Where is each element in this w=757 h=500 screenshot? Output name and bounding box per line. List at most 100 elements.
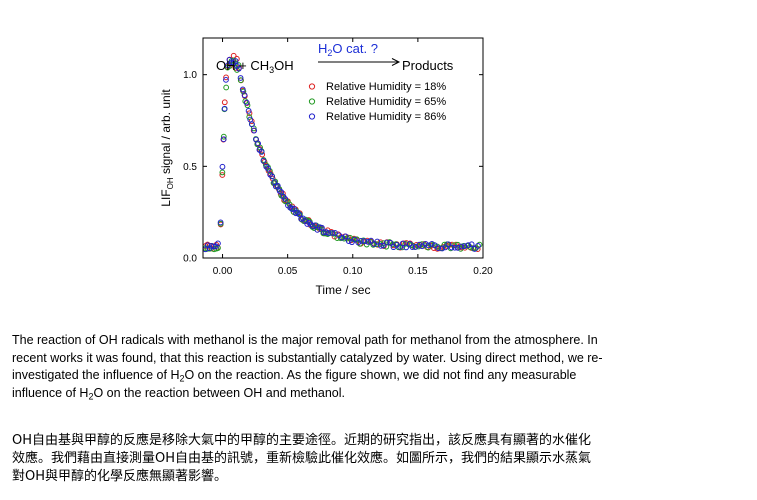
data-point <box>247 116 254 123</box>
data-point <box>332 230 338 236</box>
y-axis: 0.0 0.5 1.0 <box>183 70 483 265</box>
data-point <box>224 62 231 69</box>
chinese-line-1: OH自由基與甲醇的反應是移除大氣中的甲醇的主要途徑。近期的研究指出，該反應具有顯… <box>12 433 592 448</box>
data-point <box>274 182 281 189</box>
data-point <box>232 58 239 64</box>
data-point <box>465 242 472 249</box>
data-point <box>265 165 271 172</box>
data-point <box>221 105 228 112</box>
svg-text:Products: Products <box>402 58 454 73</box>
y-tick-label: 0.0 <box>183 254 197 265</box>
data-point <box>374 238 381 245</box>
data-point <box>296 211 303 218</box>
data-point <box>278 189 285 195</box>
data-point <box>435 245 442 251</box>
x-tick-label: 0.05 <box>278 266 298 277</box>
x-axis: 0.00 0.05 0.10 0.15 0.20 <box>213 38 493 277</box>
english-line-1: The reaction of OH radicals with methano… <box>12 333 598 347</box>
data-point <box>318 224 325 231</box>
data-point <box>269 173 275 180</box>
data-point <box>461 243 468 250</box>
data-point <box>403 244 410 251</box>
legend: Relative Humidity = 18% Relative Humidity… <box>308 81 446 123</box>
legend-entry: Relative Humidity = 86% <box>326 111 446 123</box>
figure: 0.00 0.05 0.10 0.15 0.20 0.0 0.5 1.0 Time / se… <box>159 37 493 297</box>
data-point <box>383 239 390 246</box>
data-points <box>202 52 483 253</box>
data-point <box>357 240 363 247</box>
legend-entry: Relative Humidity = 65% <box>326 96 446 108</box>
data-point <box>365 238 372 245</box>
data-point <box>245 107 252 114</box>
y-axis-label: LIFOH signal / arb. unit <box>159 89 175 207</box>
data-point <box>364 237 371 244</box>
reaction-equation: OH + CH3OH H2O cat. ? Products <box>216 41 454 75</box>
data-point <box>220 133 227 140</box>
data-point <box>219 169 226 176</box>
data-point <box>241 92 248 99</box>
legend-marker <box>308 83 316 90</box>
svg-text:H2O cat. ?: H2O cat. ? <box>318 41 378 58</box>
data-point <box>352 236 358 243</box>
data-point <box>237 77 244 84</box>
data-point <box>342 233 349 240</box>
data-point <box>476 241 483 248</box>
data-point <box>217 219 224 226</box>
x-tick-label: 0.20 <box>473 266 493 277</box>
data-point <box>251 127 258 134</box>
data-point <box>439 245 446 252</box>
x-axis-label: Time / sec <box>316 283 371 297</box>
data-point <box>223 76 229 83</box>
data-point <box>329 230 336 236</box>
data-point <box>425 242 432 249</box>
chart: 0.00 0.05 0.10 0.15 0.20 0.0 0.5 1.0 Time / se… <box>159 37 493 297</box>
legend-marker <box>308 98 316 105</box>
english-line-2: recent works it was found, that this rea… <box>12 350 603 365</box>
data-point <box>325 230 332 236</box>
series-points <box>202 56 481 253</box>
data-point <box>378 242 384 249</box>
data-point <box>399 240 406 247</box>
data-point <box>345 238 352 244</box>
y-tick-label: 1.0 <box>183 70 197 81</box>
chinese-paragraph: OH自由基與甲醇的反應是移除大氣中的甲醇的主要途徑。近期的研究指出，該反應具有顯… <box>12 432 752 486</box>
legend-entry: Relative Humidity = 18% <box>326 81 446 93</box>
x-tick-label: 0.10 <box>343 266 363 277</box>
data-point <box>448 244 455 251</box>
data-point <box>451 244 458 251</box>
data-point <box>380 242 387 249</box>
chinese-line-3: 對OH與甲醇的化學反應無顯著影響。 <box>12 469 228 484</box>
data-point <box>409 244 416 251</box>
data-point <box>387 239 394 246</box>
data-point <box>445 241 452 248</box>
chinese-line-2: 效應。我們藉由直接測量OH自由基的訊號，重新檢驗此催化效應。如圖所示，我們的結果… <box>12 451 592 466</box>
data-point <box>255 140 262 147</box>
data-point <box>306 219 313 226</box>
data-point <box>235 65 242 72</box>
data-point <box>243 99 250 106</box>
data-point <box>249 121 255 128</box>
data-point <box>220 136 227 143</box>
data-point <box>291 205 297 212</box>
data-point <box>239 86 246 93</box>
x-tick-label: 0.00 <box>213 266 233 277</box>
data-point <box>368 237 374 244</box>
svg-text:OH + CH3OH: OH + CH3OH <box>216 58 294 75</box>
data-point <box>210 243 217 250</box>
data-point <box>358 238 364 244</box>
data-point <box>475 242 481 249</box>
plot-frame <box>202 37 484 259</box>
data-point <box>219 163 226 170</box>
data-point <box>429 241 435 247</box>
english-line-4: influence of H2O on the reaction between… <box>12 385 345 402</box>
data-point <box>361 238 368 245</box>
data-point <box>339 234 346 241</box>
data-point <box>399 244 406 251</box>
english-line-3: investigated the influence of H2O on the… <box>12 368 577 384</box>
legend-marker <box>308 113 316 120</box>
data-point <box>458 243 465 250</box>
data-point <box>223 74 229 81</box>
data-point <box>259 151 266 158</box>
y-tick-label: 0.5 <box>183 162 197 173</box>
data-point <box>221 99 228 106</box>
